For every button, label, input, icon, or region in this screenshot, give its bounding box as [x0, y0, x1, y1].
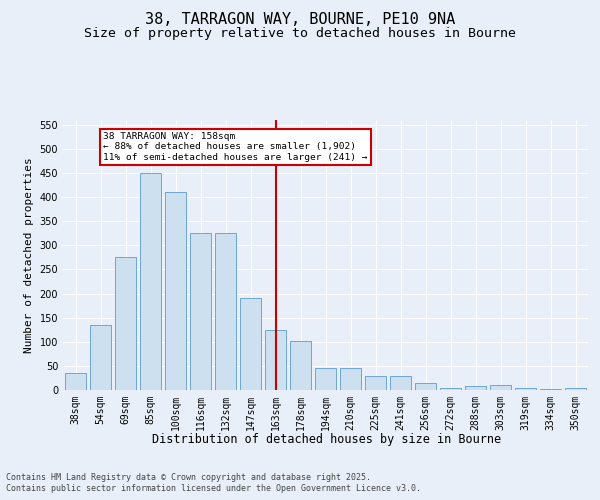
Bar	[315, 368, 336, 390]
Text: Distribution of detached houses by size in Bourne: Distribution of detached houses by size …	[152, 432, 502, 446]
Bar	[565, 388, 586, 390]
Text: 38, TARRAGON WAY, BOURNE, PE10 9NA: 38, TARRAGON WAY, BOURNE, PE10 9NA	[145, 12, 455, 28]
Bar	[390, 376, 411, 390]
Bar	[140, 173, 161, 390]
Text: Contains public sector information licensed under the Open Government Licence v3: Contains public sector information licen…	[6, 484, 421, 493]
Bar	[165, 192, 186, 390]
Bar	[415, 383, 436, 390]
Bar	[240, 298, 261, 390]
Bar	[215, 234, 236, 390]
Bar	[365, 376, 386, 390]
Bar	[265, 330, 286, 390]
Text: Size of property relative to detached houses in Bourne: Size of property relative to detached ho…	[84, 28, 516, 40]
Bar	[465, 386, 486, 390]
Bar	[540, 388, 561, 390]
Bar	[440, 388, 461, 390]
Bar	[65, 373, 86, 390]
Bar	[515, 388, 536, 390]
Bar	[90, 325, 111, 390]
Text: Contains HM Land Registry data © Crown copyright and database right 2025.: Contains HM Land Registry data © Crown c…	[6, 472, 371, 482]
Bar	[190, 234, 211, 390]
Bar	[290, 341, 311, 390]
Bar	[115, 258, 136, 390]
Y-axis label: Number of detached properties: Number of detached properties	[24, 157, 34, 353]
Bar	[490, 385, 511, 390]
Text: 38 TARRAGON WAY: 158sqm
← 88% of detached houses are smaller (1,902)
11% of semi: 38 TARRAGON WAY: 158sqm ← 88% of detache…	[103, 132, 367, 162]
Bar	[340, 368, 361, 390]
